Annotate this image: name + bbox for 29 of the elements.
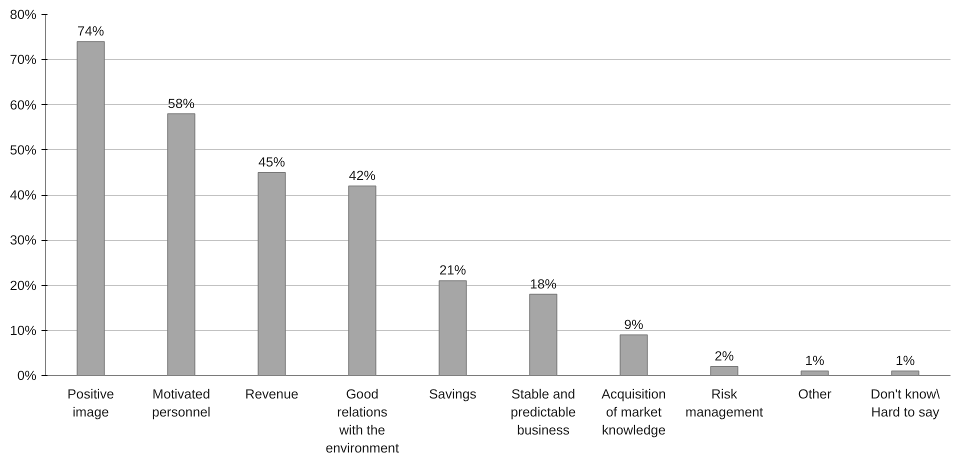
x-tick-label: Savings	[429, 386, 477, 402]
x-tick-label: Don't know\ Hard to say	[870, 386, 940, 420]
x-tick-label: Other	[798, 386, 832, 402]
x-tick-label: Risk management	[685, 386, 764, 420]
y-tick-label: 70%	[10, 52, 37, 68]
y-tick-label: 20%	[10, 278, 37, 293]
x-tick-label: Motivated personnel	[152, 386, 211, 420]
x-tick-label: Positive image	[67, 386, 114, 420]
data-label: 1%	[896, 352, 916, 368]
x-tick-label: Acquisition of market knowledge	[602, 386, 666, 438]
y-tick-label: 80%	[10, 7, 37, 22]
data-label: 42%	[348, 168, 376, 183]
y-tick-label: 30%	[10, 232, 37, 248]
data-label: 1%	[805, 352, 825, 368]
x-tick-label: Stable and predictable business	[510, 386, 576, 438]
data-label: 21%	[439, 262, 466, 278]
y-tick-label: 0%	[17, 368, 37, 383]
y-tick-label: 50%	[10, 142, 37, 158]
data-label: 18%	[530, 276, 557, 292]
x-tick-label: Good relations with the environment	[326, 386, 400, 456]
data-label: 2%	[714, 348, 734, 364]
data-label: 45%	[258, 154, 286, 170]
data-label: 58%	[168, 96, 195, 111]
y-tick-label: 10%	[10, 322, 37, 338]
data-label: 74%	[77, 24, 104, 39]
x-tick-label: Revenue	[245, 386, 298, 402]
data-label: 9%	[624, 316, 644, 332]
y-tick-label: 40%	[10, 188, 37, 202]
y-tick-label: 60%	[10, 97, 37, 112]
